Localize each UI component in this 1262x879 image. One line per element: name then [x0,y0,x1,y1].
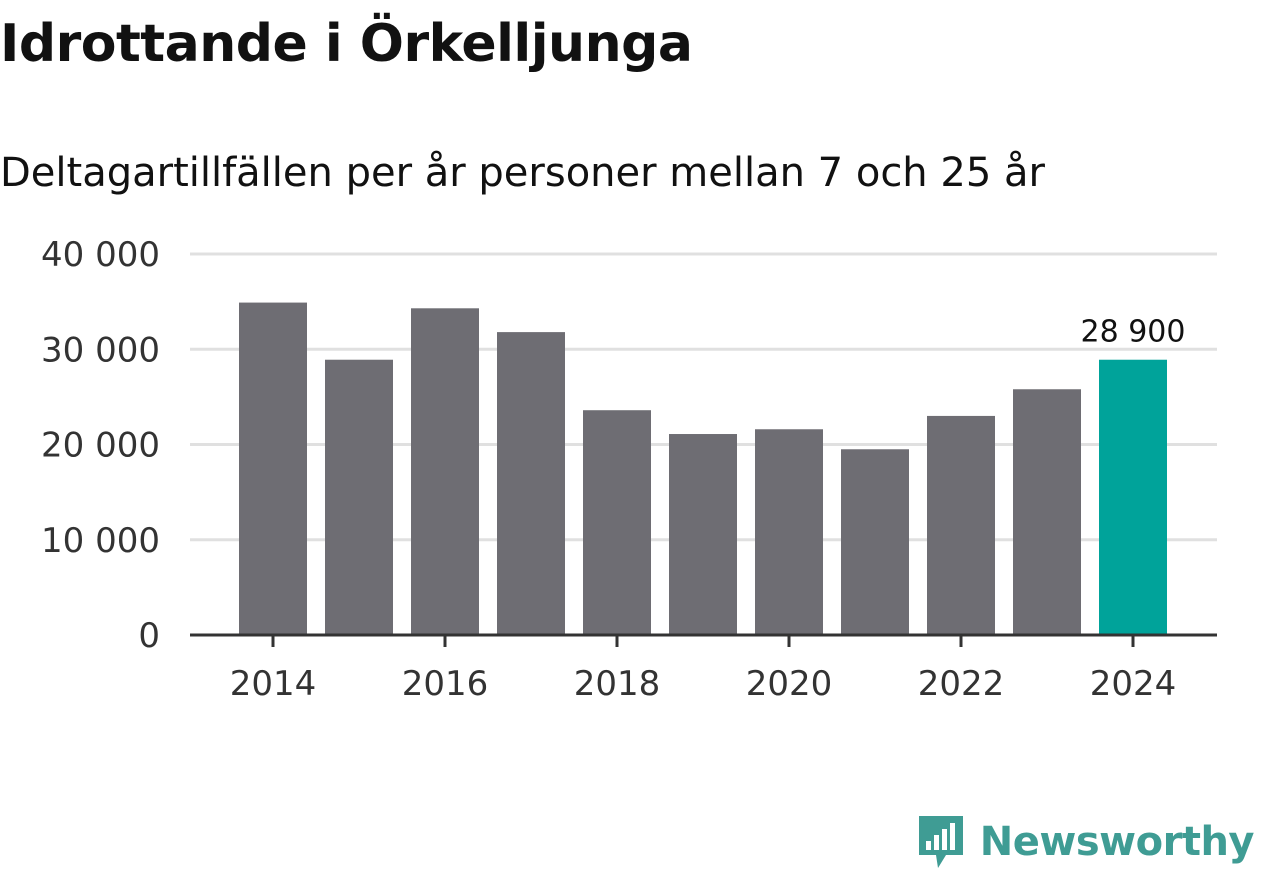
bar-2019 [669,434,737,635]
bar-2018 [583,410,651,635]
bar-2016 [411,308,479,635]
chart-title: Idrottande i Örkelljunga [0,14,693,74]
y-tick-label: 20 000 [41,426,160,466]
y-tick-label: 40 000 [41,235,160,275]
x-tick-label: 2018 [574,664,661,704]
bar-highlight-2024 [1099,359,1167,635]
bar-2022 [927,415,995,635]
bar-2021 [841,449,909,635]
y-tick-label: 30 000 [41,330,160,370]
labels: 0 10 000 20 000 30 000 40 000 28 900 2014 2016 2… [41,235,1185,704]
chart-subtitle: Deltagartillfällen per år personer mella… [0,150,1045,196]
bar-2020 [755,429,823,635]
y-tick-label: 0 [138,616,160,656]
data-label: 28 900 [1081,315,1186,350]
bar-2014 [239,302,307,635]
x-tick-label: 2024 [1090,664,1177,704]
x-tick-label: 2016 [402,664,489,704]
x-tick-label: 2014 [230,664,317,704]
newsworthy-logo-icon [918,816,963,868]
bar-2023 [1013,389,1081,635]
bar-2017 [497,332,565,635]
axes [190,633,1217,647]
bars [239,302,1167,635]
bar-2015 [325,359,393,635]
brand-name: Newsworthy [979,819,1255,865]
newsworthy-logo: Newsworthy [916,813,1255,871]
x-tick-label: 2022 [918,664,1005,704]
y-tick-label: 10 000 [41,521,160,561]
x-tick-label: 2020 [746,664,833,704]
